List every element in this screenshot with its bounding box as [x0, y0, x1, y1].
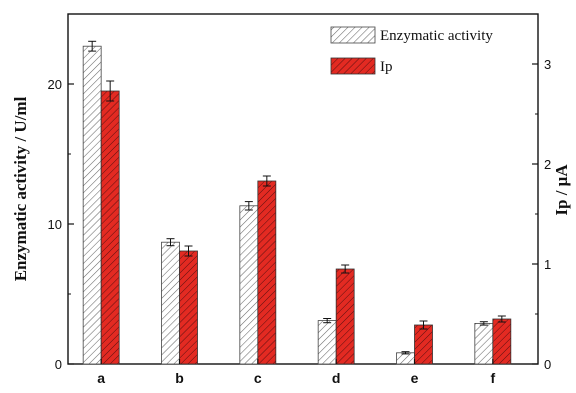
y-right-tick-label-2: 2 [544, 157, 551, 172]
bar-ip-e [414, 324, 433, 365]
y-right-tick-label-0: 0 [544, 357, 551, 372]
x-tick-label-b: b [175, 370, 184, 386]
y-right-tick-label-1: 1 [544, 257, 551, 272]
plot-area-frame [67, 13, 539, 365]
bars-layer [82, 40, 512, 365]
legend-swatch-enzymatic-activity [330, 26, 376, 44]
bar-ip-c [257, 180, 277, 365]
x-tick-label-c: c [254, 370, 262, 386]
y-left-tick-label-0: 0 [55, 357, 62, 372]
x-tick-label-d: d [332, 370, 341, 386]
legend-label-enzymatic-activity: Enzymatic activity [380, 28, 493, 44]
x-tick-label-f: f [490, 370, 495, 386]
legend: Enzymatic activity Ip [330, 26, 493, 75]
bar-enzymatic-activity-d [317, 320, 337, 365]
x-tick-label-a: a [97, 370, 105, 386]
y-left-tick-label-20: 20 [48, 77, 62, 92]
y-right-tick-label-3: 3 [544, 57, 551, 72]
bar-ip-d [335, 268, 355, 365]
bar-enzymatic-activity-a [82, 45, 102, 365]
y-left-tick-label-10: 10 [48, 217, 62, 232]
legend-label-ip: Ip [380, 59, 393, 75]
bar-ip-a [100, 90, 120, 365]
x-tick-label-e: e [411, 370, 419, 386]
bar-enzymatic-activity-b [161, 241, 180, 365]
y-axis-left-title: Enzymatic activity / U/ml [11, 96, 30, 281]
bar-ip-b [179, 250, 198, 365]
bar-ip-f [492, 318, 512, 365]
legend-swatch-ip [330, 57, 376, 75]
y-axis-right-title: Ip / μA [552, 164, 571, 216]
bar-enzymatic-activity-f [474, 322, 494, 365]
bar-enzymatic-activity-c [239, 205, 259, 365]
axes-layer: a b c d e f 0 10 20 0 1 2 3 [48, 57, 552, 386]
bar-enzymatic-activity-e [396, 352, 415, 365]
